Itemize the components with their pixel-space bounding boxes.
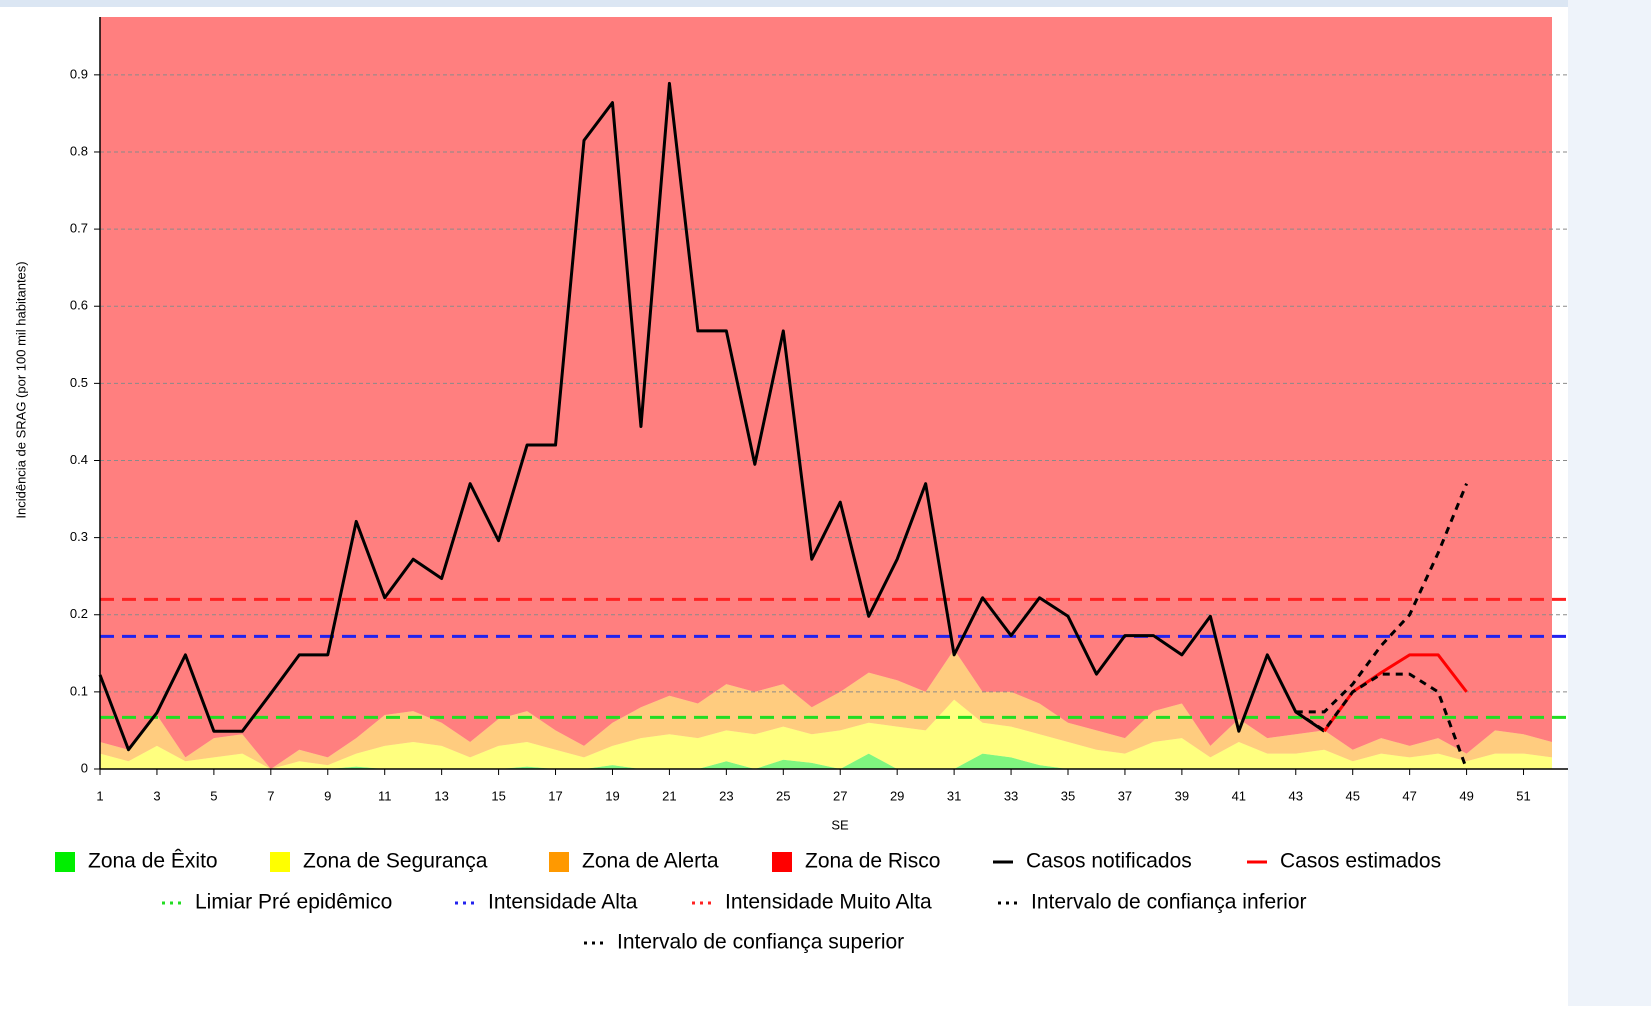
y-tick-label: 0.6 — [70, 298, 88, 313]
zone-area — [100, 17, 1552, 769]
x-tick-label: 27 — [833, 788, 847, 803]
x-tick-label: 45 — [1345, 788, 1359, 803]
legend-label: Intensidade Alta — [488, 891, 638, 914]
y-tick-label: 0.1 — [70, 683, 88, 698]
legend-label: Zona de Alerta — [582, 850, 719, 873]
x-tick-label: 49 — [1459, 788, 1473, 803]
y-tick-label: 0.4 — [70, 452, 88, 467]
legend-label: Intervalo de confiança superior — [617, 931, 904, 954]
x-tick-label: 17 — [548, 788, 562, 803]
y-tick-label: 0.8 — [70, 143, 88, 158]
x-tick-label: 37 — [1118, 788, 1132, 803]
frame-top — [0, 0, 1651, 7]
x-tick-label: 31 — [947, 788, 961, 803]
legend-label: Casos notificados — [1026, 850, 1192, 873]
series-line — [98, 81, 1326, 752]
x-tick-label: 51 — [1516, 788, 1530, 803]
legend-label: Limiar Pré epidêmico — [195, 891, 392, 914]
x-tick-label: 13 — [434, 788, 448, 803]
x-tick-label: 43 — [1289, 788, 1303, 803]
legend-swatch — [549, 852, 569, 872]
x-tick-label: 25 — [776, 788, 790, 803]
x-tick-label: 35 — [1061, 788, 1075, 803]
legend-label: Intervalo de confiança inferior — [1031, 891, 1307, 914]
frame-right — [1568, 0, 1651, 1006]
legend-label: Zona de Segurança — [303, 850, 488, 873]
legend-label: Intensidade Muito Alta — [725, 891, 932, 914]
x-tick-label: 9 — [324, 788, 331, 803]
x-axis-title: SE — [831, 817, 849, 832]
legend-label: Zona de Risco — [805, 850, 940, 873]
x-tick-label: 47 — [1402, 788, 1416, 803]
x-tick-label: 23 — [719, 788, 733, 803]
x-tick-label: 11 — [378, 788, 392, 803]
y-tick-label: 0.2 — [70, 606, 88, 621]
y-tick-label: 0.5 — [70, 375, 88, 390]
zone-area — [100, 699, 1552, 769]
legend-swatch — [772, 852, 792, 872]
plot-area — [100, 17, 1568, 769]
y-tick-label: 0.3 — [70, 529, 88, 544]
x-tick-label: 29 — [890, 788, 904, 803]
series-line — [1323, 653, 1468, 733]
zone-area — [100, 649, 1552, 769]
x-tick-label: 21 — [662, 788, 676, 803]
x-tick-label: 19 — [605, 788, 619, 803]
x-tick-label: 33 — [1004, 788, 1018, 803]
legend-swatch — [55, 852, 75, 872]
x-tick-label: 3 — [153, 788, 160, 803]
x-tick-label: 15 — [491, 788, 505, 803]
legend-label: Zona de Êxito — [88, 850, 218, 873]
legend-swatch — [270, 852, 290, 872]
legend-label: Casos estimados — [1280, 850, 1441, 873]
y-tick-label: 0 — [81, 760, 88, 775]
x-tick-label: 7 — [267, 788, 274, 803]
series-line — [1295, 483, 1468, 714]
x-tick-label: 5 — [210, 788, 217, 803]
x-tick-label: 39 — [1175, 788, 1189, 803]
x-tick-label: 41 — [1232, 788, 1246, 803]
y-axis-title: Incidência de SRAG (por 100 mil habitant… — [13, 261, 28, 518]
x-tick-label: 1 — [96, 788, 103, 803]
y-tick-label: 0.9 — [70, 66, 88, 81]
y-tick-label: 0.7 — [70, 221, 88, 236]
